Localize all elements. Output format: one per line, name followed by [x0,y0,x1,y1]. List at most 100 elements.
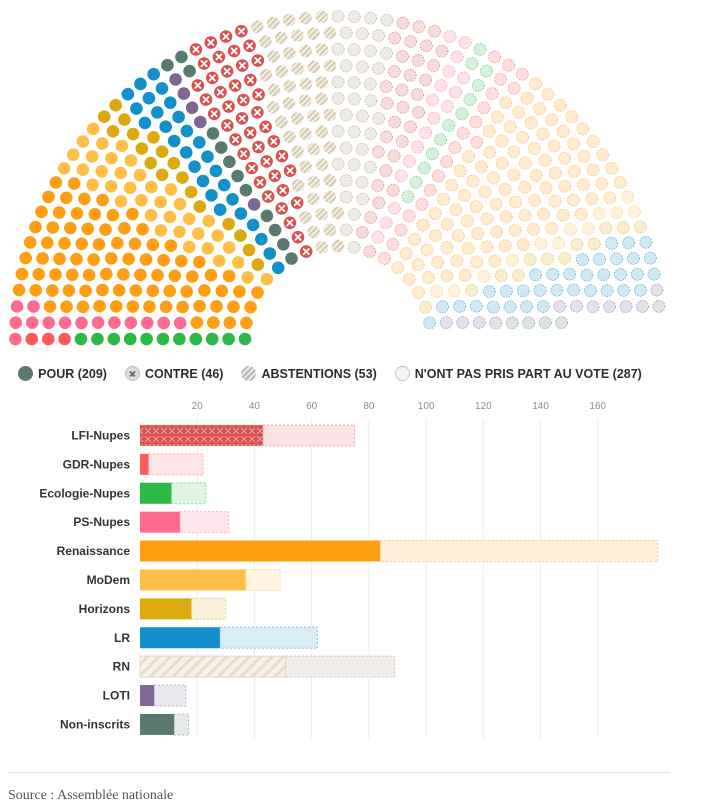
seat-contre [214,85,227,99]
seat-npv [508,223,522,237]
seat-npv [410,88,424,102]
seat-abst [315,241,329,254]
seat-npv [380,13,394,27]
seat-npv [453,299,466,313]
seat-contre [237,147,250,161]
seat-npv [553,98,567,112]
seat-npv [527,142,541,156]
legend-npv-label: N'ONT PAS PRIS PART AU VOTE (287) [414,366,642,381]
seat-contre [299,245,313,258]
seat-abst [299,127,312,141]
seat-npv [434,133,447,147]
seat-pour [180,124,194,138]
seat-abst [323,59,337,72]
seat-pour [123,181,137,195]
seat-pour [106,125,120,138]
seat-abst [275,65,289,78]
seat-npv [388,31,402,45]
bar-npv [179,511,230,534]
seat-npv [499,210,513,224]
seat-pour [67,177,81,190]
seat-npv [555,316,569,330]
seat-npv [518,156,532,170]
seat-npv [523,253,537,266]
seat-npv [619,300,633,314]
x-tick-label: 100 [418,401,435,412]
seat-pour [46,284,59,297]
x-tick-label: 160 [589,401,606,412]
seat-pour [247,198,261,211]
seat-pour [139,253,153,266]
seat-npv [347,10,361,24]
seat-contre [276,184,290,197]
seat-npv [533,284,547,297]
category-label: Ecologie-Nupes [39,486,130,500]
seat-pour [173,332,186,346]
seat-npv [408,232,422,246]
seat-pour [97,110,111,123]
seat-npv [489,197,503,211]
x-tick-label: 140 [532,401,549,412]
seat-pour [145,180,158,194]
seat-pour [180,285,193,298]
seat-npv [428,207,442,221]
seat-npv [569,299,583,313]
seat-pour [193,200,207,213]
seat-npv [440,269,454,283]
seat-npv [402,209,416,223]
seat-pour [155,82,169,95]
seat-pour [96,283,109,297]
legend-abstentions-label: ABSTENTIONS (53) [261,366,377,381]
seat-pour [87,253,100,266]
seat-abst [267,50,280,63]
seat-npv [435,44,449,58]
seat-pour [114,166,127,180]
seat-npv [431,255,445,269]
seat-pour [12,283,26,297]
seat-abst [291,29,304,42]
seat-abst [283,130,296,144]
seat-npv [605,236,618,250]
seat-npv [553,299,567,313]
seat-pour [182,212,196,226]
seat-pour [154,195,167,209]
seat-abst [315,125,329,139]
seat-pour [128,237,142,251]
seat-abst [291,179,305,192]
seat-npv [470,135,484,149]
seat-npv [458,36,472,49]
seat-npv [442,118,456,132]
seat-npv [386,237,400,251]
category-label: Horizons [79,602,131,616]
seat-pour [190,316,204,329]
seat-pour [99,223,112,236]
seat-npv [403,120,417,134]
seat-npv [545,113,559,127]
seat-npv [396,100,410,114]
seat-contre [261,190,275,203]
seat-pour [129,284,143,297]
seat-npv [622,236,636,250]
seat-npv [499,96,513,110]
seat-npv [556,208,570,222]
seat-abst [283,80,297,93]
seat-pour [93,299,106,313]
seat-contre [222,100,235,113]
category-label: LFI-Nupes [71,428,130,442]
seat-pour [222,241,236,254]
seat-abst [250,20,264,33]
seat-pour [240,316,253,330]
seat-pour [210,300,223,313]
seat-pour [186,270,199,283]
seat-pour [53,252,66,266]
bar-npv [171,482,207,505]
seat-npv [463,93,477,107]
seat-pour [91,332,104,346]
seat-pour [60,300,73,314]
seat-pour [81,222,95,236]
seat-pour [163,284,176,298]
bar-pour [140,453,149,475]
seat-npv [567,283,581,297]
seat-pour [209,164,223,178]
seat-abst [299,11,312,25]
